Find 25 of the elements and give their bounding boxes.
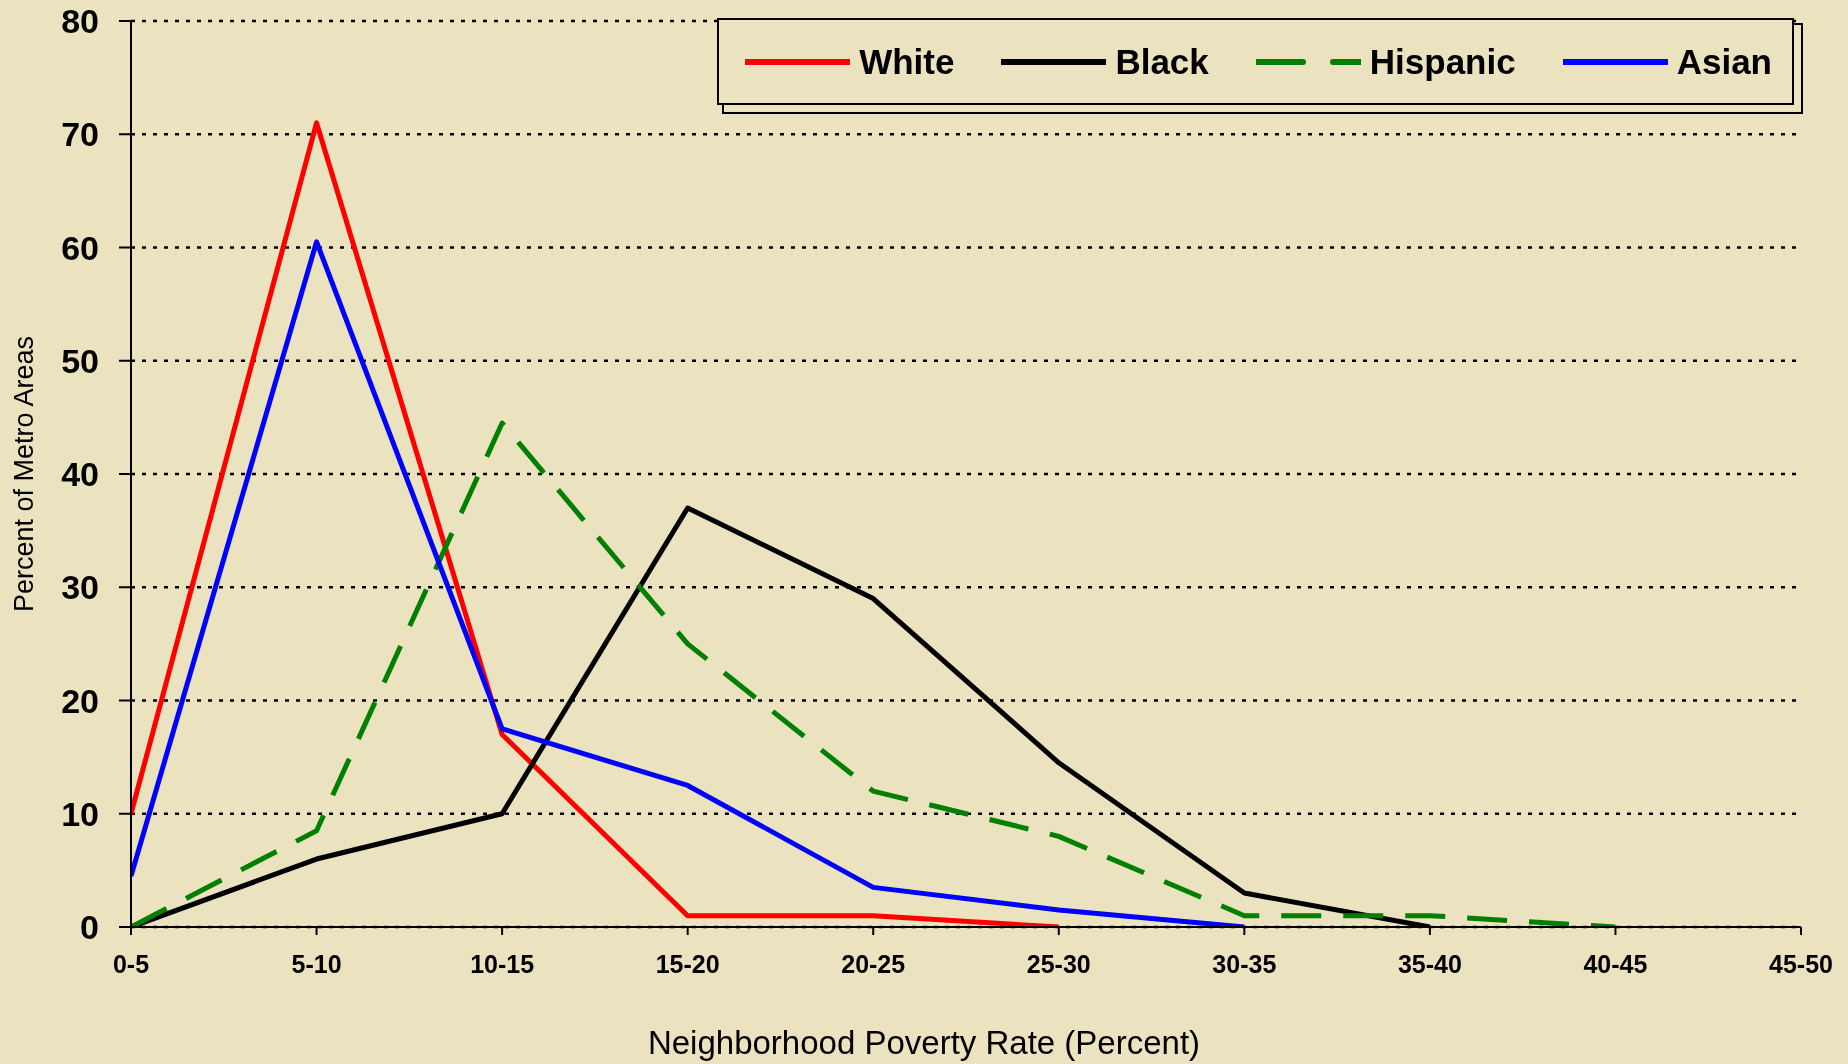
y-tick-label: 10 [61,794,99,833]
y-tick-label: 80 [61,2,99,41]
y-tick-label: 60 [61,228,99,267]
x-tick-label: 20-25 [841,949,906,978]
y-tick-label: 50 [61,341,99,380]
x-tick-label: 5-10 [291,949,342,978]
legend-label: Asian [1676,41,1772,82]
x-tick-label: 15-20 [655,949,720,978]
x-tick-label: 35-40 [1397,949,1462,978]
x-tick-label: 0-5 [112,949,150,978]
x-tick-label: 45-50 [1769,949,1833,978]
x-tick-label: 25-30 [1026,949,1091,978]
legend-label: Hispanic [1369,41,1516,82]
y-tick-label: 40 [61,455,99,494]
x-axis-title: Neighborhood Poverty Rate (Percent) [646,1024,1202,1062]
legend-label: White [859,41,955,82]
x-tick-label: 30-35 [1212,949,1277,978]
y-tick-label: 20 [61,681,99,720]
y-tick-label: 30 [61,568,99,607]
x-tick-label: 10-15 [470,949,535,978]
y-axis-title: Percent of Metro Areas [8,335,40,613]
y-tick-label: 70 [61,115,99,154]
x-tick-label: 40-45 [1583,949,1648,978]
y-tick-label: 0 [80,908,99,947]
legend-label: Black [1115,41,1209,82]
